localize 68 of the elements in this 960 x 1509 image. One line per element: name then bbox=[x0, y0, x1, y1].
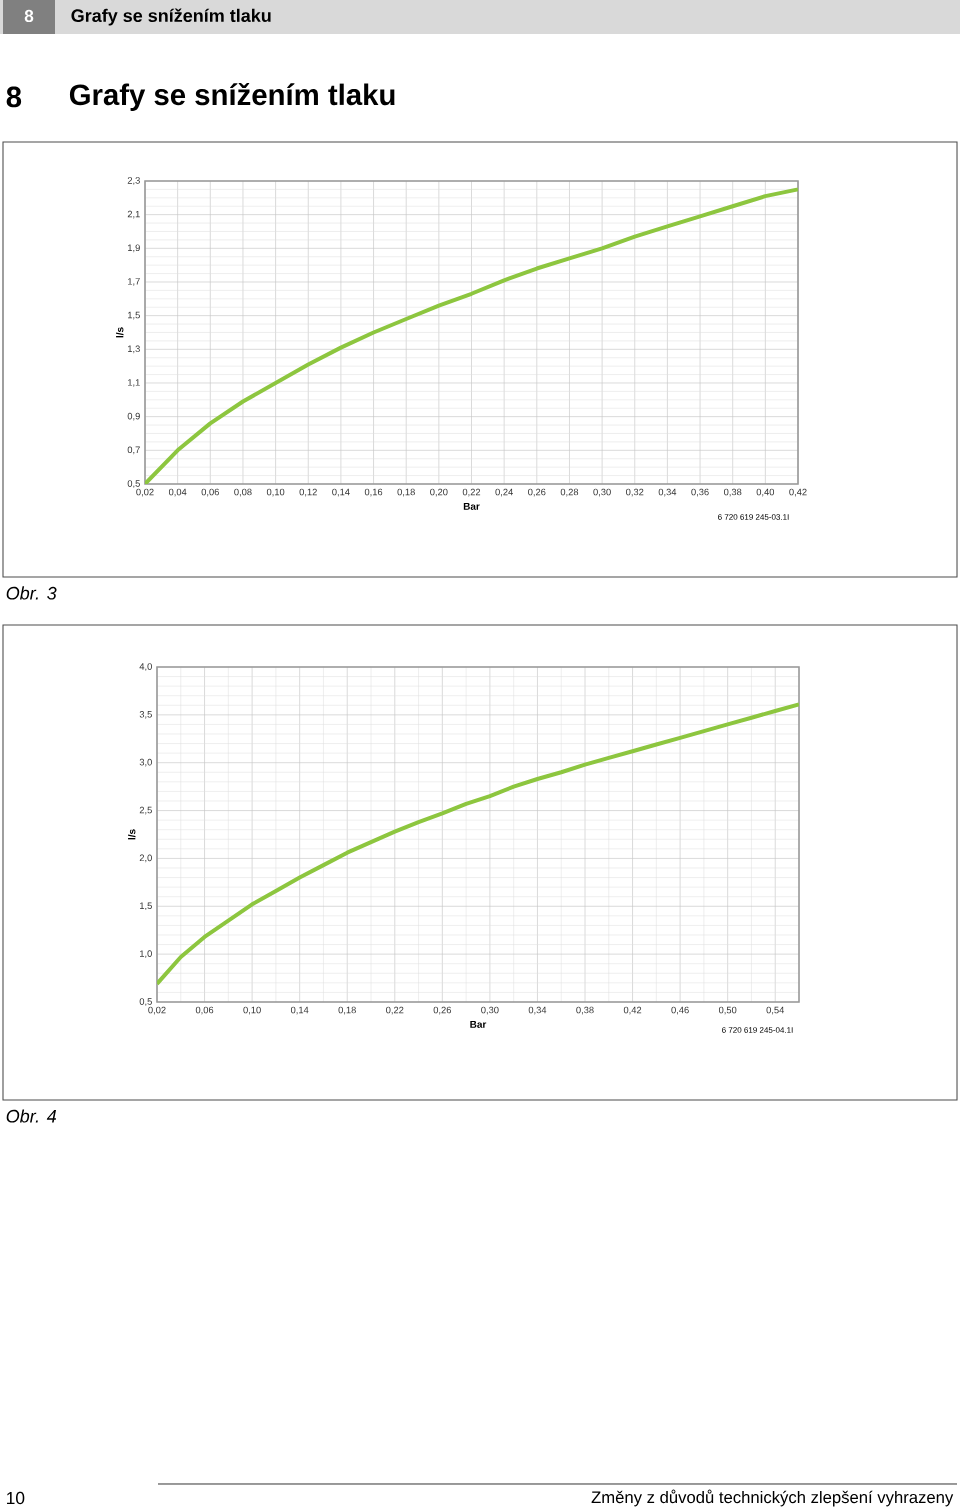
x-tick-label: 0,22 bbox=[462, 488, 481, 497]
y-axis-title: l/s bbox=[116, 327, 124, 338]
x-tick-label: 0,02 bbox=[136, 488, 154, 497]
y-tick-label: 4,0 bbox=[139, 663, 152, 671]
y-tick-label: 2,0 bbox=[139, 854, 152, 863]
x-tick-label: 0,14 bbox=[332, 488, 350, 497]
x-tick-label: 0,08 bbox=[234, 488, 252, 497]
x-tick-label: 0,10 bbox=[243, 1006, 261, 1015]
x-tick-label: 0,34 bbox=[658, 488, 677, 497]
y-tick-label: 1,1 bbox=[128, 379, 140, 387]
x-tick-label: 0,50 bbox=[718, 1006, 737, 1015]
x-axis-title: Bar bbox=[470, 1020, 487, 1028]
x-tick-label: 0,26 bbox=[433, 1006, 451, 1015]
y-tick-label: 0,7 bbox=[127, 446, 140, 455]
line-series bbox=[157, 702, 800, 986]
y-tick-label: 1,7 bbox=[128, 278, 140, 286]
y-tick-label: 1,5 bbox=[128, 311, 140, 320]
text: 8 bbox=[6, 86, 22, 108]
x-axis-title: Bar bbox=[463, 502, 480, 510]
x-tick-label: 0,18 bbox=[338, 1006, 356, 1015]
text: 6 720 619 245-04.1I bbox=[722, 1027, 793, 1033]
text: 8 bbox=[24, 9, 34, 23]
x-tick-label: 0,46 bbox=[671, 1006, 689, 1015]
y-tick-label: 3,0 bbox=[139, 758, 152, 767]
x-tick-label: 0,42 bbox=[789, 488, 807, 497]
x-tick-label: 0,54 bbox=[766, 1006, 785, 1015]
x-tick-label: 0,24 bbox=[495, 488, 513, 497]
text: 10 bbox=[7, 1491, 25, 1505]
x-tick-label: 0,02 bbox=[148, 1006, 166, 1015]
x-tick-label: 0,36 bbox=[691, 488, 709, 497]
text: Obr. 3 bbox=[6, 586, 57, 600]
y-tick-label: 1,9 bbox=[128, 244, 140, 253]
x-tick-label: 0,14 bbox=[290, 1006, 309, 1015]
x-tick-label: 0,12 bbox=[299, 488, 317, 497]
x-tick-label: 0,40 bbox=[756, 488, 775, 497]
x-tick-label: 0,06 bbox=[201, 488, 219, 497]
y-tick-label: 1,5 bbox=[140, 902, 152, 911]
x-tick-label: 0,26 bbox=[528, 488, 546, 497]
x-tick-label: 0,22 bbox=[386, 1006, 404, 1015]
y-tick-label: 1,3 bbox=[128, 345, 140, 354]
text: Změny z důvodů technických zlepšení vyhrazeny bbox=[591, 1489, 954, 1507]
x-tick-label: 0,04 bbox=[168, 488, 187, 497]
chart-title: Grafy se snížením tlaku bbox=[69, 82, 395, 111]
x-tick-label: 0,30 bbox=[593, 488, 611, 497]
x-tick-label: 0,20 bbox=[430, 488, 448, 497]
x-tick-label: 0,34 bbox=[528, 1006, 547, 1015]
x-tick-label: 0,42 bbox=[623, 1006, 642, 1015]
y-tick-label: 3,5 bbox=[139, 711, 152, 719]
y-tick-label: 0,5 bbox=[127, 480, 140, 488]
x-tick-label: 0,38 bbox=[576, 1006, 594, 1015]
x-tick-label: 0,10 bbox=[266, 488, 285, 497]
y-tick-label: 2,3 bbox=[127, 177, 140, 185]
y-tick-label: 2,1 bbox=[127, 210, 140, 219]
x-tick-label: 0,38 bbox=[723, 488, 742, 497]
x-tick-label: 0,30 bbox=[481, 1006, 499, 1015]
text: Grafy se snížením tlaku bbox=[71, 8, 271, 26]
x-tick-label: 0,16 bbox=[364, 488, 383, 497]
text: Obr. 4 bbox=[6, 1109, 57, 1123]
text: 6 720 619 245-03.1I bbox=[718, 514, 789, 520]
x-tick-label: 0,32 bbox=[626, 488, 644, 497]
x-tick-label: 0,28 bbox=[560, 488, 579, 497]
y-tick-label: 2,5 bbox=[139, 806, 152, 815]
y-tick-label: 0,9 bbox=[127, 412, 140, 421]
y-tick-label: 1,0 bbox=[140, 950, 152, 958]
y-tick-label: 0,5 bbox=[139, 998, 152, 1006]
y-axis-title: l/s bbox=[128, 829, 136, 840]
x-tick-label: 0,06 bbox=[195, 1006, 214, 1015]
x-tick-label: 0,18 bbox=[397, 488, 415, 497]
